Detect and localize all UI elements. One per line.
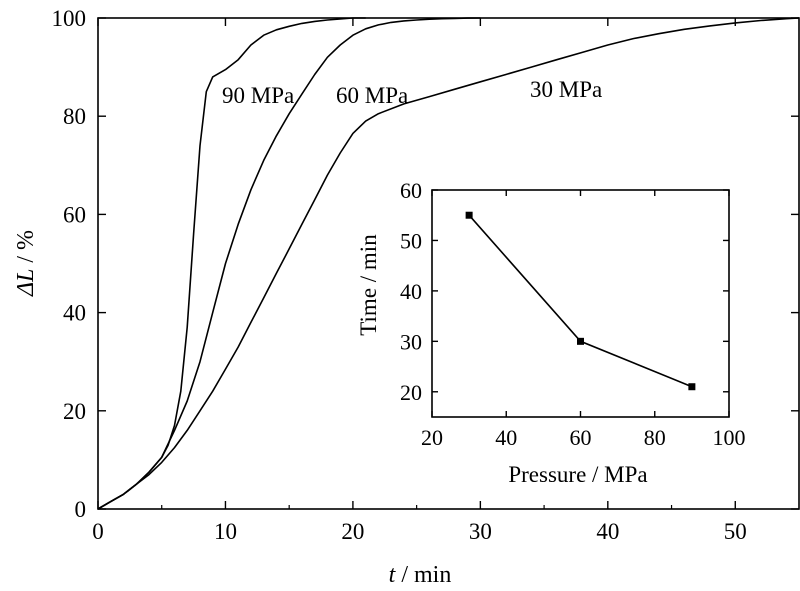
y-tick-label: 50: [400, 228, 422, 253]
x-tick-label: 30: [469, 519, 492, 544]
main-axis-ticks: 0 10 20 30 40 50 0 20 40 60 80 100: [52, 6, 799, 544]
inset-x-axis-title: Pressure / MPa: [508, 462, 647, 487]
inset-data-point: [688, 383, 696, 391]
x-axis-title: t / min: [389, 562, 452, 588]
y-tick-label: 60: [63, 202, 86, 227]
y-tick-label: 0: [75, 497, 87, 522]
x-tick-label: 40: [596, 519, 619, 544]
inset-plot-frame: [431, 189, 730, 418]
y-tick-label: 30: [400, 329, 422, 354]
inset-data-point: [465, 211, 473, 219]
x-tick-label: 60: [570, 425, 592, 450]
x-axis-unit: / min: [395, 562, 451, 588]
y-tick-label: 20: [63, 399, 86, 424]
y-tick-label: 100: [52, 6, 87, 31]
series-label-60mpa: 60 MPa: [336, 83, 408, 108]
series-line-30-mpa: [97, 17, 800, 510]
series-label-30mpa: 30 MPa: [530, 77, 602, 102]
x-axis-var: t: [389, 562, 397, 588]
x-tick-label: 50: [724, 519, 747, 544]
y-tick-label: 60: [400, 178, 422, 203]
y-tick-label: 40: [400, 279, 422, 304]
y-axis-title: ΔL / %: [13, 230, 39, 297]
x-tick-label: 20: [421, 425, 443, 450]
y-axis-var: ΔL: [13, 269, 39, 297]
x-tick-label: 40: [495, 425, 517, 450]
x-tick-label: 80: [644, 425, 666, 450]
x-tick-label: 20: [341, 519, 364, 544]
y-axis-unit: / %: [13, 230, 39, 269]
x-tick-label: 10: [214, 519, 237, 544]
inset-series-group: [465, 211, 696, 391]
y-tick-label: 40: [63, 301, 86, 326]
y-tick-label: 80: [63, 104, 86, 129]
x-tick-label: 100: [713, 425, 746, 450]
inset-data-point: [577, 337, 584, 345]
y-tick-label: 20: [400, 380, 422, 405]
series-line-60-mpa: [97, 17, 481, 510]
series-label-90mpa: 90 MPa: [222, 83, 294, 108]
x-tick-label: 0: [92, 519, 104, 544]
inset-y-axis-title: Time / min: [356, 234, 381, 336]
main-series-group: [97, 17, 800, 510]
inset-axis-ticks: 20 40 60 80 100 20 30 40 50 60: [400, 178, 746, 450]
